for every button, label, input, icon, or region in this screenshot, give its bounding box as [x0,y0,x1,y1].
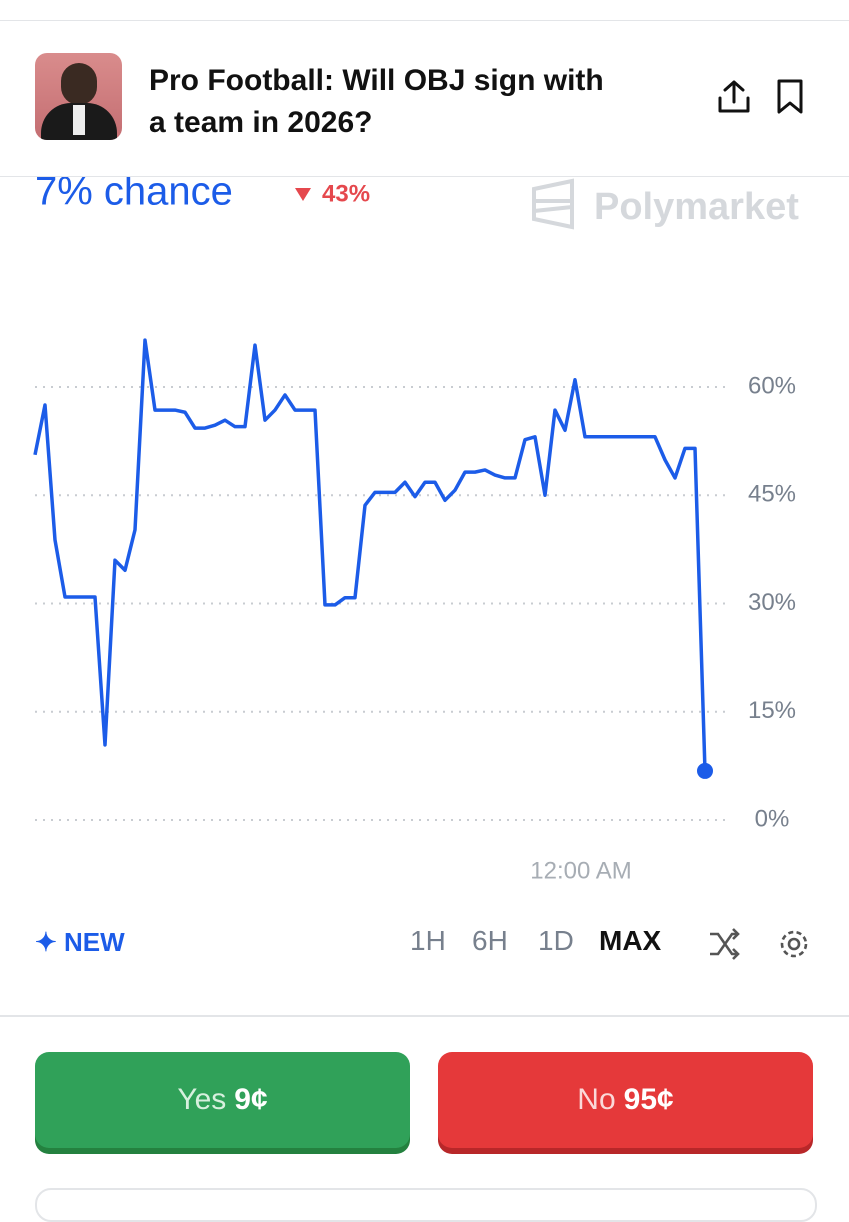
header-border [0,176,849,177]
x-tick-label: 12:00 AM [530,857,631,884]
next-card [35,1188,817,1222]
end-dot [697,762,713,779]
logo [532,178,574,230]
divider [0,1015,849,1017]
no-label: No [577,1083,616,1116]
no-button[interactable]: No 95¢ [438,1052,813,1148]
market-title: Pro Football: Will OBJ sign with a team … [149,64,604,139]
chart: 7% chance 43% Polymarket 0% 15% 30% 45% 60% 1… [33,177,799,884]
new-label: NEW [64,927,125,957]
top-border [0,20,849,21]
new-badge[interactable]: ✦ NEW [35,927,125,957]
range-button[interactable]: MAX [599,925,662,956]
range-button[interactable]: 6H [472,925,508,956]
yes-price: 9¢ [234,1083,268,1116]
chance: 7% chance [35,177,233,214]
down-arrow [295,188,311,201]
y-tick-label: 0% [755,805,790,832]
change: 43% [322,180,370,207]
settings-icon[interactable] [776,926,812,962]
range-button[interactable]: 1D [538,925,574,956]
watermark: Polymarket [594,186,799,228]
y-tick-label: 30% [748,589,796,616]
share-icon[interactable] [716,78,752,116]
y-tick-label: 15% [748,697,796,724]
shuffle-icon[interactable] [706,926,742,962]
no-price: 95¢ [623,1083,674,1116]
price-line [33,338,707,771]
yes-button[interactable]: Yes 9¢ [35,1052,410,1148]
yes-label: Yes [177,1083,227,1116]
range-button[interactable]: 1H [410,925,446,956]
y-tick-label: 45% [748,481,796,508]
avatar [35,53,122,140]
y-tick-label: 60% [748,372,796,399]
bookmark-icon[interactable] [774,78,806,116]
